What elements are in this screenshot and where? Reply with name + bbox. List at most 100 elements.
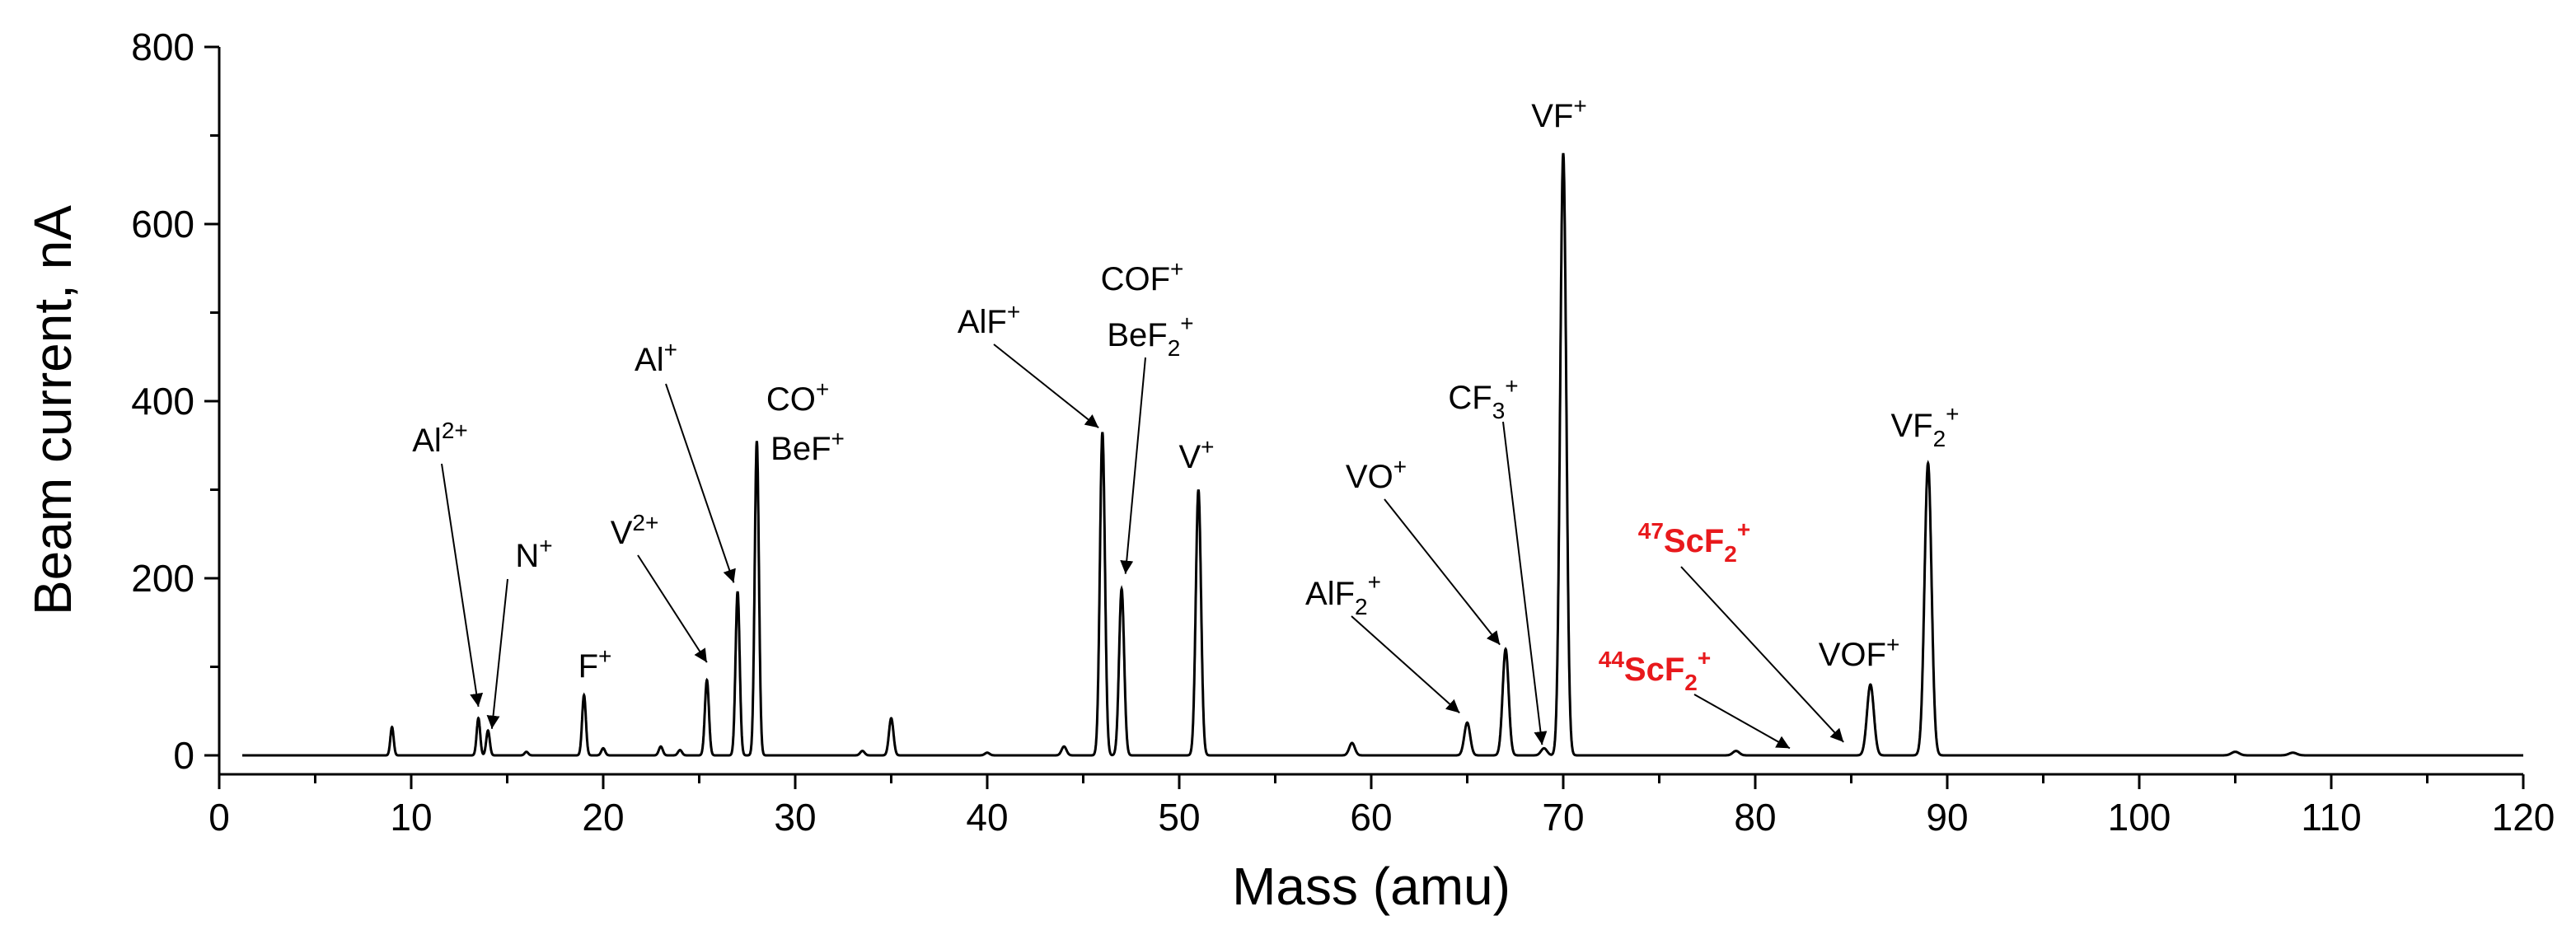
annotation-alf: AlF+: [958, 299, 1099, 429]
annotation-arrow: [1693, 694, 1791, 750]
annotation-sup2: +: [1368, 569, 1381, 595]
x-tick-label: 30: [774, 796, 816, 839]
annotation-label: VF: [1890, 408, 1932, 444]
x-tick-label: 110: [2301, 796, 2361, 839]
annotation-sup: +: [539, 533, 552, 558]
y-tick-label: 0: [173, 734, 194, 777]
x-tick-label: 40: [966, 796, 1008, 839]
annotation-label: Al2+: [412, 418, 468, 459]
annotation-label: CF: [1448, 380, 1492, 416]
annotation-label: 44ScF2+: [1599, 645, 1711, 695]
annotation-vf: VF2+: [1890, 401, 1959, 451]
annotation-label: V+: [1178, 434, 1214, 475]
annotation-vo: VO +: [1346, 454, 1501, 646]
x-tick-label: 120: [2492, 796, 2555, 839]
annotation-sup: +: [1007, 299, 1020, 325]
annotation-arrow: [1384, 498, 1501, 646]
annotation-label: BeF+: [770, 426, 845, 467]
annotation-sup: +: [598, 643, 611, 669]
annotation-sup: +: [1573, 93, 1586, 119]
annotation-label: VO: [1346, 459, 1393, 495]
y-axis-title: Beam current, nA: [23, 205, 82, 615]
annotation-arrow: [1680, 566, 1844, 743]
annotation-sup: +: [1170, 256, 1183, 282]
annotation-label: BeF: [770, 431, 831, 467]
x-tick-label: 80: [1734, 796, 1776, 839]
annotation-arrow: [486, 578, 508, 729]
y-tick-label: 800: [131, 26, 194, 68]
annotation-label: VOF: [1819, 637, 1886, 673]
annotation-label: N+: [515, 533, 552, 574]
annotation-label: AlF: [1305, 576, 1355, 612]
annotation-bef: BeF+: [770, 426, 845, 467]
annotation-label: Al+: [635, 337, 677, 378]
annotation-al: Al+: [635, 337, 736, 583]
annotation-label: V2+: [611, 510, 659, 551]
annotation-label: VF: [1531, 98, 1573, 134]
annotation-presup: 47: [1638, 518, 1664, 544]
annotation-vf: VF+: [1531, 93, 1586, 134]
annotation-sub: 2: [1168, 335, 1181, 361]
annotation-label: AlF: [958, 304, 1007, 340]
annotation-sup: +: [664, 337, 677, 362]
annotation-label: VO+: [1346, 454, 1407, 495]
y-tick-label: 600: [131, 203, 194, 245]
annotation-cf: CF3+: [1448, 373, 1548, 745]
annotation-v: V+: [1178, 434, 1214, 475]
y-axis-ticks: 0 200 400 600 800: [131, 26, 219, 777]
y-tick-label: 400: [131, 380, 194, 423]
x-tick-label: 70: [1542, 796, 1584, 839]
annotation-arrow: [1351, 615, 1460, 714]
annotation-bef: BeF2+: [1107, 311, 1194, 574]
annotation-sub: 2: [1684, 670, 1698, 695]
annotation-arrow: [1120, 357, 1146, 574]
annotation-sub: 3: [1492, 398, 1506, 423]
x-tick-label: 60: [1350, 796, 1392, 839]
annotation-label: ScF: [1624, 652, 1684, 688]
spectrum-line: [242, 152, 2523, 757]
annotation-f: F+: [578, 643, 612, 685]
annotation-label: AlF2+: [1305, 569, 1381, 619]
x-tick-label: 100: [2108, 796, 2171, 839]
annotation-sub: 2: [1724, 541, 1737, 567]
x-tick-label: 90: [1926, 796, 1968, 839]
annotation-label: BeF2+: [1107, 311, 1193, 361]
x-tick-label: 0: [208, 796, 230, 839]
annotation-sup2: +: [1946, 401, 1959, 427]
annotation-co: CO+: [766, 376, 829, 418]
annotation-label: VOF+: [1819, 632, 1900, 673]
annotation-sup: +: [1886, 632, 1899, 657]
x-axis-ticks: 0 10 20 30 40 50 60 70 80 90 100 110 120: [208, 774, 2555, 839]
x-tick-label: 10: [390, 796, 432, 839]
annotation-label: AlF+: [958, 299, 1020, 340]
annotation-label: N: [515, 538, 539, 574]
annotation-label: ScF: [1664, 523, 1724, 559]
annotation-sub: 2: [1355, 594, 1368, 619]
annotation-arrow: [441, 463, 484, 708]
annotation-alf: AlF2+: [1305, 569, 1460, 714]
annotation-sup: 2+: [442, 418, 468, 443]
annotation-label: VF+: [1531, 93, 1586, 134]
annotation-label: CO+: [766, 376, 829, 418]
annotation-label: Al: [412, 423, 442, 459]
annotation-label: V: [1178, 439, 1201, 475]
annotation-arrow: [637, 554, 708, 663]
annotation-label: V: [611, 515, 633, 551]
annotation-presup: 44: [1599, 647, 1625, 672]
annotation-label: Al: [635, 342, 664, 378]
annotation-label: 47ScF2+: [1638, 516, 1750, 567]
annotation-cof: COF+: [1101, 256, 1184, 297]
x-tick-label: 50: [1158, 796, 1200, 839]
x-tick-label: 20: [582, 796, 624, 839]
plot-area: [218, 47, 2523, 776]
annotation-arrow: [993, 343, 1099, 429]
annotation-label: COF: [1101, 261, 1170, 297]
annotation-scf-47: 47ScF2+: [1638, 516, 1844, 743]
x-axis-title: Mass (amu): [1232, 857, 1510, 916]
annotation-scf-44: 44ScF2+: [1599, 645, 1791, 750]
annotation-vof: VOF+: [1819, 632, 1900, 673]
annotation-sup: +: [1201, 434, 1214, 460]
annotation-sup2: +: [1505, 373, 1518, 399]
annotation-sup: +: [816, 376, 829, 402]
